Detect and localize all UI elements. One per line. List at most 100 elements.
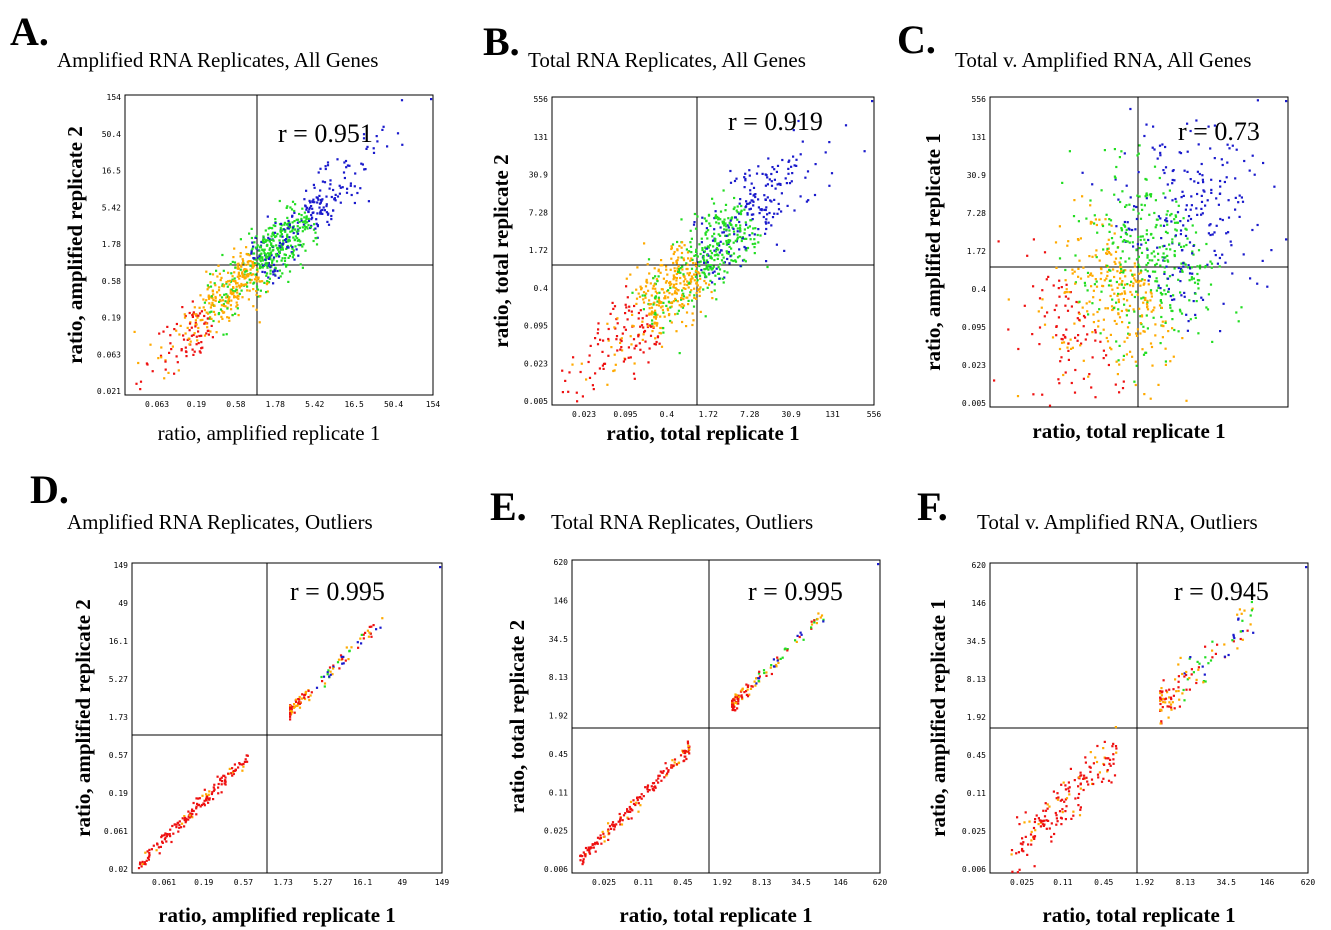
- data-point: [1115, 340, 1118, 343]
- data-point: [1083, 316, 1087, 319]
- data-point: [672, 764, 675, 768]
- data-point: [1136, 154, 1139, 157]
- data-point: [239, 268, 242, 271]
- data-point: [1222, 302, 1225, 305]
- x-tick-label: 620: [873, 878, 888, 887]
- data-point: [633, 377, 636, 380]
- data-point: [345, 166, 348, 169]
- data-point: [161, 840, 164, 843]
- data-point: [183, 316, 187, 319]
- data-point: [632, 338, 636, 341]
- data-point: [221, 253, 224, 257]
- y-tick-label: 556: [972, 95, 987, 104]
- data-point: [1218, 265, 1221, 268]
- data-point: [654, 337, 657, 340]
- data-point: [203, 334, 207, 337]
- data-point: [607, 337, 610, 341]
- data-point: [695, 291, 698, 295]
- data-point: [765, 174, 768, 177]
- data-point: [1202, 181, 1205, 184]
- data-point: [767, 221, 770, 224]
- data-point: [828, 141, 831, 144]
- data-point: [666, 772, 669, 775]
- data-point: [727, 250, 730, 254]
- data-point: [1194, 313, 1197, 316]
- data-point: [780, 210, 783, 213]
- data-point: [675, 763, 679, 766]
- data-point: [160, 834, 164, 837]
- data-point: [1166, 691, 1169, 694]
- data-point: [203, 309, 206, 312]
- data-point: [208, 311, 211, 314]
- data-point: [266, 252, 270, 255]
- data-point: [1118, 261, 1121, 264]
- data-point: [1068, 150, 1071, 153]
- data-point: [704, 268, 707, 271]
- data-point: [1185, 688, 1188, 691]
- data-point: [1073, 391, 1077, 394]
- data-point: [1157, 215, 1160, 218]
- data-point: [1138, 247, 1141, 250]
- data-point: [1223, 643, 1226, 646]
- data-point: [289, 230, 292, 233]
- data-point: [1169, 248, 1172, 251]
- data-point: [230, 272, 233, 275]
- data-point: [620, 346, 623, 349]
- data-point: [287, 219, 290, 222]
- data-point: [323, 209, 326, 212]
- data-point: [1112, 241, 1115, 244]
- data-point: [198, 306, 201, 309]
- data-point: [202, 306, 205, 309]
- data-point: [718, 277, 721, 280]
- data-point: [744, 206, 747, 209]
- data-point: [667, 289, 670, 292]
- chart-title: Total RNA Replicates, All Genes: [528, 48, 806, 72]
- data-point: [820, 614, 824, 617]
- data-point: [297, 702, 300, 705]
- data-point: [710, 264, 713, 267]
- data-point: [790, 180, 793, 183]
- data-point: [1218, 256, 1221, 260]
- data-point: [1090, 386, 1093, 389]
- data-point: [1092, 321, 1095, 324]
- data-point: [1074, 368, 1077, 372]
- data-point: [741, 696, 744, 699]
- data-point: [354, 172, 357, 175]
- data-point: [682, 273, 685, 276]
- data-point: [1158, 304, 1162, 307]
- data-point: [228, 296, 231, 299]
- data-point: [1140, 243, 1143, 246]
- data-point: [221, 317, 224, 320]
- data-point: [1210, 191, 1213, 194]
- data-point: [682, 750, 685, 753]
- data-point: [337, 658, 341, 661]
- data-point: [190, 810, 193, 813]
- data-point: [579, 370, 582, 374]
- data-point: [265, 272, 269, 275]
- data-point: [206, 796, 209, 799]
- data-point: [567, 390, 570, 393]
- data-point: [1182, 245, 1186, 248]
- data-point: [733, 699, 736, 702]
- data-point: [1168, 688, 1171, 691]
- data-point: [822, 618, 825, 621]
- data-point: [275, 244, 278, 247]
- data-point: [763, 194, 766, 197]
- data-point: [329, 183, 332, 186]
- data-point: [1146, 301, 1149, 304]
- plot-area: [989, 562, 1309, 874]
- data-point: [607, 838, 610, 841]
- data-point: [1156, 157, 1159, 160]
- data-point: [1018, 823, 1021, 826]
- data-point: [1125, 308, 1128, 311]
- data-point: [1125, 314, 1128, 317]
- data-point: [272, 282, 275, 285]
- data-point: [684, 278, 687, 281]
- data-point: [262, 249, 265, 252]
- data-point: [253, 262, 256, 265]
- plot-area: [989, 96, 1289, 408]
- data-point: [1174, 678, 1177, 681]
- data-point: [210, 317, 213, 320]
- data-point: [1234, 196, 1237, 199]
